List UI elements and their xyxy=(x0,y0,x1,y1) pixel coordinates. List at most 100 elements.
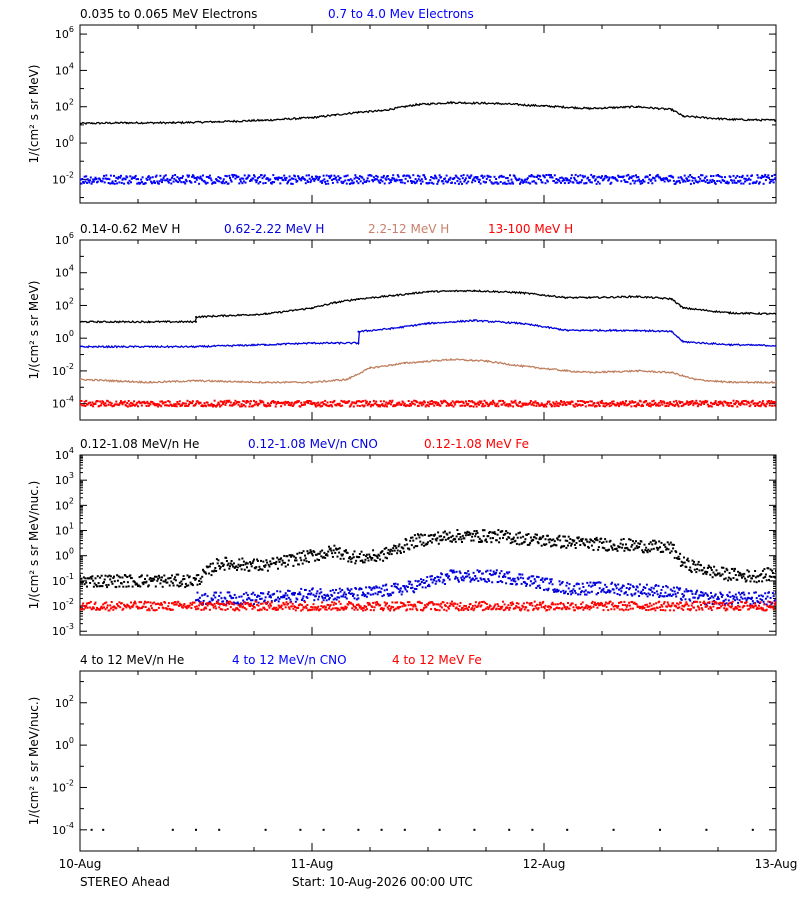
data-point xyxy=(645,583,648,586)
data-point xyxy=(648,550,651,553)
x-axis: 10-Aug 11-Aug 12-Aug 13-Aug xyxy=(59,671,797,871)
data-point xyxy=(159,603,162,606)
data-point xyxy=(323,593,326,596)
data-point xyxy=(224,174,227,177)
data-point xyxy=(768,575,771,578)
data-point xyxy=(234,177,237,180)
data-point xyxy=(346,587,349,590)
data-point xyxy=(188,575,191,578)
data-point xyxy=(380,828,383,831)
data-point xyxy=(659,609,662,611)
data-point xyxy=(184,586,187,589)
data-point xyxy=(722,566,725,569)
data-point xyxy=(178,403,180,406)
data-point xyxy=(430,181,433,184)
data-point xyxy=(328,545,330,548)
data-point xyxy=(459,404,462,407)
data-point xyxy=(148,178,151,181)
data-point xyxy=(321,595,324,598)
data-point xyxy=(744,577,747,580)
data-point xyxy=(668,403,671,406)
data-point xyxy=(376,404,379,407)
data-point xyxy=(647,181,650,184)
data-point xyxy=(432,182,435,185)
data-point xyxy=(384,556,387,559)
data-point xyxy=(362,178,365,181)
data-point xyxy=(208,174,211,177)
data-point xyxy=(365,595,368,598)
data-point xyxy=(661,403,664,406)
data-point xyxy=(533,536,536,539)
data-point xyxy=(116,579,119,582)
data-point xyxy=(734,403,736,406)
data-point xyxy=(88,181,91,184)
data-point xyxy=(327,604,330,606)
data-point xyxy=(721,403,724,406)
data-point xyxy=(663,180,666,183)
y-tick-label: 10-4 xyxy=(52,821,74,837)
data-point xyxy=(431,601,434,604)
data-point xyxy=(510,178,513,181)
data-point xyxy=(387,548,390,551)
data-point xyxy=(575,542,578,544)
data-point xyxy=(545,543,548,546)
data-point xyxy=(294,175,296,178)
data-point xyxy=(736,405,739,408)
data-point xyxy=(348,589,351,592)
data-point xyxy=(467,534,470,536)
data-point xyxy=(376,593,379,596)
data-point xyxy=(591,584,594,587)
data-point xyxy=(731,181,734,184)
data-point xyxy=(547,538,550,541)
data-point xyxy=(649,608,652,611)
data-point xyxy=(543,607,546,610)
data-point xyxy=(434,402,437,405)
data-point xyxy=(126,402,129,404)
data-point xyxy=(123,400,126,403)
data-point xyxy=(234,399,237,402)
data-point xyxy=(80,574,81,577)
data-point xyxy=(320,605,323,608)
data-point xyxy=(553,608,556,611)
data-point xyxy=(208,608,211,611)
data-point xyxy=(652,547,655,550)
data-point xyxy=(259,399,262,402)
data-point xyxy=(360,400,363,403)
data-point xyxy=(519,400,521,403)
data-point xyxy=(245,401,248,404)
data-point xyxy=(433,404,436,407)
data-point xyxy=(514,580,517,583)
data-point xyxy=(449,176,452,179)
data-point xyxy=(412,539,415,542)
data-point xyxy=(648,174,651,176)
data-point xyxy=(580,606,583,609)
data-point xyxy=(728,605,731,608)
data-point xyxy=(624,604,627,606)
data-point xyxy=(666,547,668,550)
data-point xyxy=(363,605,366,607)
data-point xyxy=(109,578,112,581)
data-point xyxy=(403,544,406,547)
data-point xyxy=(580,400,583,403)
data-point xyxy=(645,609,648,611)
data-point xyxy=(130,181,132,184)
data-point xyxy=(542,404,545,407)
data-point xyxy=(334,597,337,600)
data-point xyxy=(147,607,150,610)
data-point xyxy=(761,176,764,178)
data-point xyxy=(638,542,641,545)
data-point xyxy=(399,589,402,592)
data-point xyxy=(457,177,460,180)
data-point xyxy=(216,600,219,603)
data-point xyxy=(644,549,647,552)
data-point xyxy=(498,575,501,578)
data-point xyxy=(635,603,638,606)
data-point xyxy=(231,563,234,566)
data-point xyxy=(263,174,266,177)
data-point xyxy=(120,401,123,404)
data-point xyxy=(344,596,347,599)
data-point xyxy=(94,403,97,405)
data-point xyxy=(387,177,390,180)
data-point xyxy=(543,176,546,179)
y-tick-label: 102 xyxy=(55,694,74,710)
